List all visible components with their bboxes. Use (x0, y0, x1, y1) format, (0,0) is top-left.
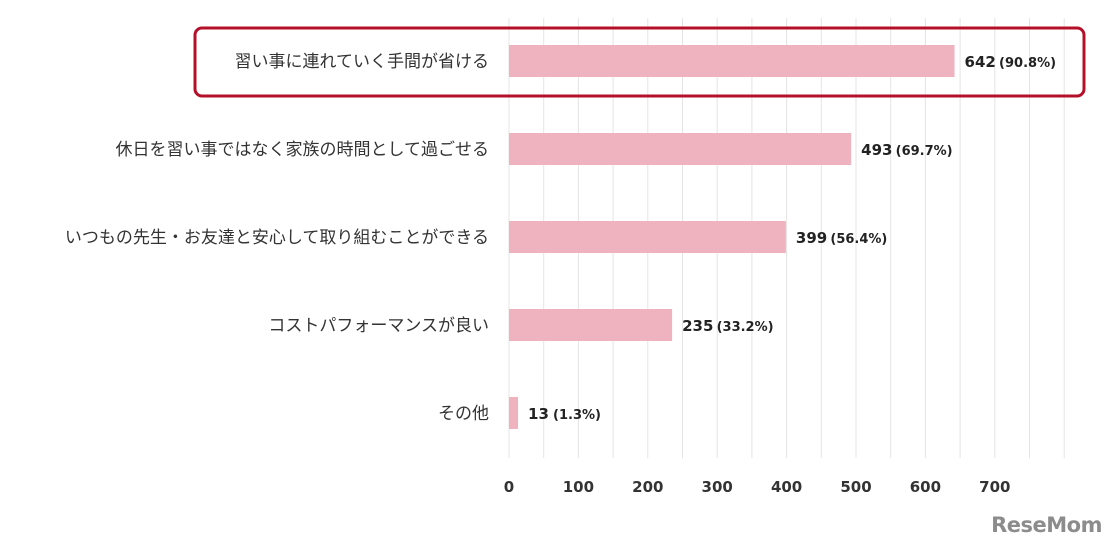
bar (509, 309, 673, 341)
value-label: 642 (965, 53, 996, 71)
category-label: いつもの先生・お友達と安心して取り組むことができる (65, 228, 489, 248)
percent-label: (1.3%) (553, 408, 601, 423)
category-label: コストパフォーマンスが良い (268, 316, 489, 336)
percent-label: (33.2%) (717, 320, 774, 335)
x-tick-label: 500 (840, 478, 871, 496)
percent-label: (90.8%) (999, 56, 1056, 71)
value-label: 235 (682, 317, 713, 335)
bar (509, 45, 955, 77)
x-tick-label: 700 (979, 478, 1010, 496)
percent-label: (56.4%) (830, 232, 887, 247)
x-tick-label: 100 (563, 478, 594, 496)
value-label: 493 (861, 141, 892, 159)
x-tick-label: 600 (910, 478, 941, 496)
x-tick-label: 300 (702, 478, 733, 496)
x-tick-label: 0 (504, 478, 514, 496)
bar (509, 221, 786, 253)
highlight-box (193, 26, 1086, 98)
value-label: 399 (796, 229, 827, 247)
category-label: その他 (438, 404, 489, 424)
category-label: 休日を習い事ではなく家族の時間として過ごせる (116, 140, 490, 160)
value-label: 13 (528, 405, 549, 423)
x-tick-label: 200 (632, 478, 663, 496)
bar (509, 397, 519, 429)
x-tick-label: 400 (771, 478, 802, 496)
resemom-logo: ReseMom (991, 513, 1102, 537)
category-label: 習い事に連れていく手間が省ける (235, 52, 490, 72)
percent-label: (69.7%) (896, 144, 953, 159)
bar (509, 133, 852, 165)
